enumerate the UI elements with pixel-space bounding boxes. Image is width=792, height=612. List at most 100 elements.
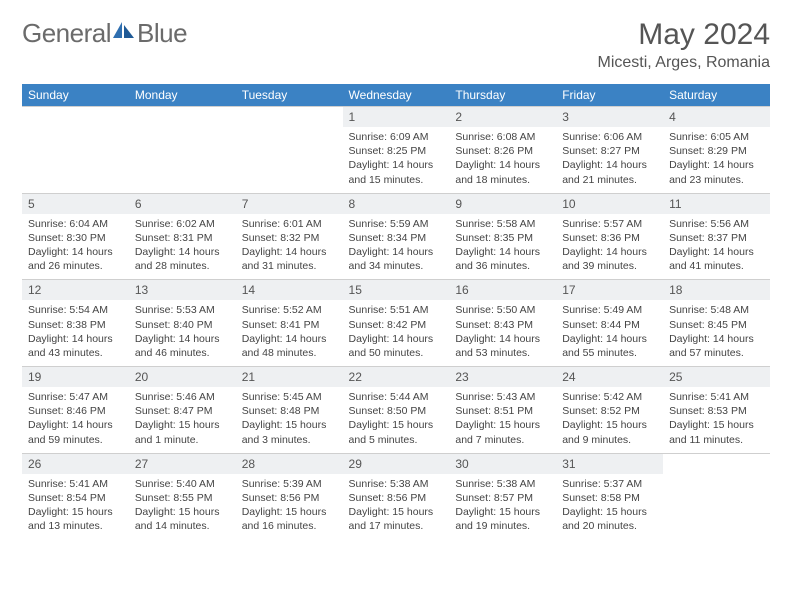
day-number-cell: 29 bbox=[343, 453, 450, 474]
day-data-cell: Sunrise: 5:38 AMSunset: 8:56 PMDaylight:… bbox=[343, 474, 450, 540]
day-data-cell: Sunrise: 5:53 AMSunset: 8:40 PMDaylight:… bbox=[129, 300, 236, 366]
day-number-cell: 22 bbox=[343, 367, 450, 388]
day-number-row: 26 27 28 29 3031 bbox=[22, 453, 770, 474]
brand-name-2: Blue bbox=[137, 18, 187, 49]
day-number-cell: 9 bbox=[449, 193, 556, 214]
day-number-cell: 4 bbox=[663, 107, 770, 128]
daylight-text: and 41 minutes. bbox=[669, 259, 764, 273]
day-number-cell: 1 bbox=[343, 107, 450, 128]
sunset-text: Sunset: 8:55 PM bbox=[135, 491, 230, 505]
day-number-cell: 18 bbox=[663, 280, 770, 301]
sunset-text: Sunset: 8:46 PM bbox=[28, 404, 123, 418]
day-number: 29 bbox=[349, 457, 362, 471]
sunrise-text: Sunrise: 6:09 AM bbox=[349, 130, 444, 144]
daylight-text: Daylight: 14 hours bbox=[349, 245, 444, 259]
daylight-text: Daylight: 15 hours bbox=[135, 505, 230, 519]
daylight-text: Daylight: 14 hours bbox=[28, 418, 123, 432]
daylight-text: Daylight: 15 hours bbox=[242, 505, 337, 519]
daylight-text: Daylight: 14 hours bbox=[28, 245, 123, 259]
day-data-row: Sunrise: 6:04 AMSunset: 8:30 PMDaylight:… bbox=[22, 214, 770, 280]
sunrise-text: Sunrise: 5:49 AM bbox=[562, 303, 657, 317]
sunset-text: Sunset: 8:44 PM bbox=[562, 318, 657, 332]
day-data-cell bbox=[236, 127, 343, 193]
daylight-text: Daylight: 15 hours bbox=[349, 418, 444, 432]
day-number: 27 bbox=[135, 457, 148, 471]
day-number-cell bbox=[22, 107, 129, 128]
day-number: 20 bbox=[135, 370, 148, 384]
day-number: 9 bbox=[455, 197, 462, 211]
sunrise-text: Sunrise: 6:02 AM bbox=[135, 217, 230, 231]
daylight-text: and 1 minute. bbox=[135, 433, 230, 447]
day-number-cell bbox=[129, 107, 236, 128]
daylight-text: and 46 minutes. bbox=[135, 346, 230, 360]
day-data-cell: Sunrise: 6:06 AMSunset: 8:27 PMDaylight:… bbox=[556, 127, 663, 193]
day-number-row: 19202122232425 bbox=[22, 367, 770, 388]
daylight-text: Daylight: 15 hours bbox=[669, 418, 764, 432]
sunset-text: Sunset: 8:38 PM bbox=[28, 318, 123, 332]
daylight-text: Daylight: 14 hours bbox=[455, 332, 550, 346]
day-data-cell: Sunrise: 5:40 AMSunset: 8:55 PMDaylight:… bbox=[129, 474, 236, 540]
page-header: General Blue May 2024 Micesti, Arges, Ro… bbox=[22, 18, 770, 72]
sunset-text: Sunset: 8:29 PM bbox=[669, 144, 764, 158]
day-data-cell: Sunrise: 5:50 AMSunset: 8:43 PMDaylight:… bbox=[449, 300, 556, 366]
daylight-text: and 31 minutes. bbox=[242, 259, 337, 273]
sail-icon bbox=[113, 22, 135, 40]
day-number: 6 bbox=[135, 197, 142, 211]
day-number-cell: 15 bbox=[343, 280, 450, 301]
weekday-header: Wednesday bbox=[343, 84, 450, 107]
day-number-cell: 19 bbox=[22, 367, 129, 388]
sunrise-text: Sunrise: 6:01 AM bbox=[242, 217, 337, 231]
sunset-text: Sunset: 8:41 PM bbox=[242, 318, 337, 332]
sunrise-text: Sunrise: 5:40 AM bbox=[135, 477, 230, 491]
day-number: 7 bbox=[242, 197, 249, 211]
sunrise-text: Sunrise: 5:37 AM bbox=[562, 477, 657, 491]
day-number: 4 bbox=[669, 110, 676, 124]
day-number-cell: 26 bbox=[22, 453, 129, 474]
sunset-text: Sunset: 8:26 PM bbox=[455, 144, 550, 158]
day-number: 15 bbox=[349, 283, 362, 297]
sunset-text: Sunset: 8:45 PM bbox=[669, 318, 764, 332]
sunrise-text: Sunrise: 5:41 AM bbox=[669, 390, 764, 404]
sunset-text: Sunset: 8:53 PM bbox=[669, 404, 764, 418]
daylight-text: Daylight: 15 hours bbox=[242, 418, 337, 432]
sunset-text: Sunset: 8:47 PM bbox=[135, 404, 230, 418]
day-data-cell: Sunrise: 5:41 AMSunset: 8:54 PMDaylight:… bbox=[22, 474, 129, 540]
daylight-text: and 48 minutes. bbox=[242, 346, 337, 360]
day-data-cell: Sunrise: 6:09 AMSunset: 8:25 PMDaylight:… bbox=[343, 127, 450, 193]
sunset-text: Sunset: 8:56 PM bbox=[349, 491, 444, 505]
day-data-cell: Sunrise: 5:45 AMSunset: 8:48 PMDaylight:… bbox=[236, 387, 343, 453]
sunrise-text: Sunrise: 5:46 AM bbox=[135, 390, 230, 404]
daylight-text: Daylight: 14 hours bbox=[669, 158, 764, 172]
daylight-text: Daylight: 14 hours bbox=[669, 245, 764, 259]
sunrise-text: Sunrise: 5:44 AM bbox=[349, 390, 444, 404]
daylight-text: Daylight: 14 hours bbox=[349, 158, 444, 172]
day-number-cell bbox=[663, 453, 770, 474]
day-number-cell: 28 bbox=[236, 453, 343, 474]
calendar-table: Sunday Monday Tuesday Wednesday Thursday… bbox=[22, 84, 770, 539]
weekday-header: Tuesday bbox=[236, 84, 343, 107]
daylight-text: and 16 minutes. bbox=[242, 519, 337, 533]
sunrise-text: Sunrise: 5:39 AM bbox=[242, 477, 337, 491]
daylight-text: Daylight: 14 hours bbox=[242, 332, 337, 346]
day-number-cell: 20 bbox=[129, 367, 236, 388]
sunrise-text: Sunrise: 5:54 AM bbox=[28, 303, 123, 317]
sunrise-text: Sunrise: 5:58 AM bbox=[455, 217, 550, 231]
daylight-text: and 19 minutes. bbox=[455, 519, 550, 533]
day-number-cell bbox=[236, 107, 343, 128]
day-number-cell: 30 bbox=[449, 453, 556, 474]
day-number: 17 bbox=[562, 283, 575, 297]
day-number-cell: 31 bbox=[556, 453, 663, 474]
day-data-cell: Sunrise: 5:37 AMSunset: 8:58 PMDaylight:… bbox=[556, 474, 663, 540]
day-number: 18 bbox=[669, 283, 682, 297]
daylight-text: Daylight: 14 hours bbox=[669, 332, 764, 346]
day-data-cell: Sunrise: 5:42 AMSunset: 8:52 PMDaylight:… bbox=[556, 387, 663, 453]
sunset-text: Sunset: 8:43 PM bbox=[455, 318, 550, 332]
daylight-text: and 26 minutes. bbox=[28, 259, 123, 273]
daylight-text: and 59 minutes. bbox=[28, 433, 123, 447]
daylight-text: Daylight: 14 hours bbox=[562, 332, 657, 346]
daylight-text: and 55 minutes. bbox=[562, 346, 657, 360]
daylight-text: and 5 minutes. bbox=[349, 433, 444, 447]
day-number: 2 bbox=[455, 110, 462, 124]
weekday-header: Friday bbox=[556, 84, 663, 107]
sunrise-text: Sunrise: 5:45 AM bbox=[242, 390, 337, 404]
